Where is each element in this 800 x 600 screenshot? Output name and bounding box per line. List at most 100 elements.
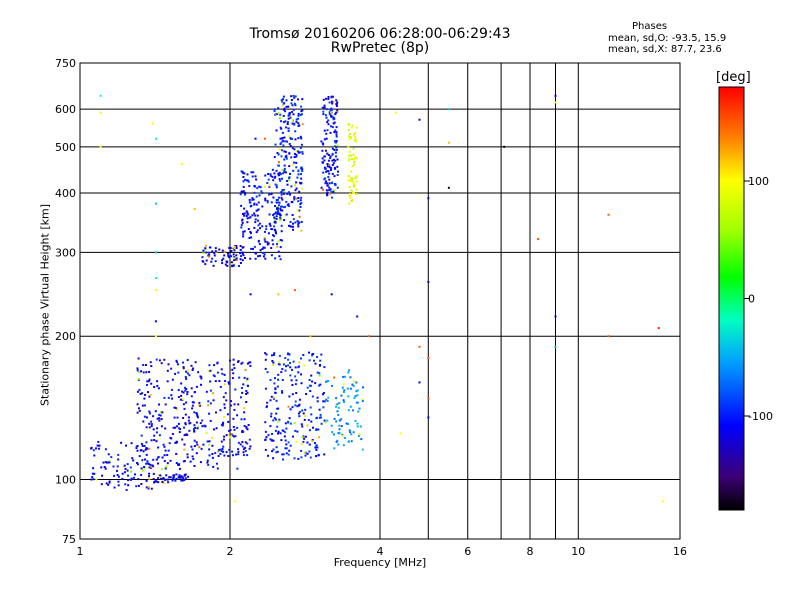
data-point	[180, 479, 183, 482]
data-point	[348, 195, 351, 198]
data-point	[105, 482, 108, 485]
data-point	[264, 352, 267, 355]
data-point	[296, 220, 299, 223]
data-point	[246, 221, 249, 224]
data-point	[231, 265, 234, 268]
data-point	[138, 409, 141, 412]
data-point	[207, 404, 210, 407]
data-point	[326, 184, 329, 187]
data-point	[301, 425, 304, 428]
data-point	[193, 428, 195, 430]
data-point	[290, 95, 293, 98]
data-point	[311, 380, 314, 383]
x-axis-label: Frequency [MHz]	[333, 556, 427, 569]
data-point	[164, 449, 167, 452]
data-point	[296, 405, 299, 408]
data-point	[148, 426, 151, 429]
data-point	[297, 371, 300, 374]
data-point	[201, 256, 204, 259]
data-point	[275, 201, 278, 204]
data-point	[266, 243, 269, 246]
data-point	[136, 411, 139, 414]
data-point	[154, 251, 157, 254]
data-point	[269, 399, 272, 402]
data-point	[208, 246, 211, 249]
data-point	[315, 429, 318, 431]
data-point	[237, 453, 240, 456]
data-point	[217, 449, 220, 451]
data-point	[264, 387, 267, 390]
data-point	[240, 362, 243, 365]
data-point	[334, 151, 337, 154]
data-point	[275, 218, 278, 220]
data-point	[164, 478, 167, 481]
data-point	[657, 327, 660, 330]
data-point	[272, 363, 275, 366]
data-point	[182, 366, 185, 369]
data-point	[264, 257, 267, 260]
data-point	[329, 192, 331, 195]
data-point	[183, 443, 186, 446]
data-point	[212, 264, 215, 267]
data-point	[208, 454, 211, 457]
data-point	[231, 377, 234, 380]
data-point	[347, 146, 350, 148]
data-point	[272, 448, 275, 451]
data-point	[326, 108, 329, 111]
data-point	[280, 205, 282, 208]
data-point	[315, 448, 318, 451]
data-point	[146, 447, 149, 450]
data-point	[225, 434, 228, 437]
data-point	[326, 191, 329, 194]
data-point	[287, 358, 290, 361]
data-point	[144, 448, 147, 451]
data-point	[274, 113, 277, 115]
data-point	[130, 442, 133, 445]
data-point	[276, 113, 279, 115]
data-point	[327, 380, 330, 382]
data-point	[294, 130, 297, 133]
data-point	[145, 426, 148, 429]
data-point	[333, 121, 336, 124]
data-point	[221, 262, 224, 265]
data-point	[394, 111, 397, 114]
data-point	[140, 473, 143, 476]
data-point	[269, 425, 272, 428]
data-point	[175, 453, 178, 455]
data-point	[248, 236, 251, 239]
data-point	[289, 366, 292, 369]
data-point	[333, 140, 336, 143]
data-point	[554, 101, 557, 104]
data-point	[324, 421, 327, 424]
data-point	[277, 174, 280, 177]
data-point	[130, 478, 132, 481]
data-point	[331, 126, 334, 129]
data-point	[274, 228, 277, 231]
data-point	[336, 144, 339, 147]
data-point	[239, 245, 242, 247]
data-point	[289, 408, 292, 411]
data-point	[281, 104, 284, 107]
data-point	[126, 463, 129, 466]
data-point	[327, 396, 330, 399]
data-point	[163, 454, 166, 457]
data-point	[352, 153, 355, 156]
data-point	[281, 137, 284, 140]
data-point	[228, 246, 231, 249]
data-point	[201, 425, 204, 428]
data-point	[333, 447, 336, 450]
data-point	[195, 385, 198, 388]
data-point	[266, 201, 269, 204]
data-point	[174, 441, 177, 444]
data-point	[347, 409, 350, 412]
data-point	[121, 477, 124, 480]
data-point	[255, 178, 258, 181]
data-point	[252, 198, 255, 201]
data-point	[279, 179, 282, 182]
data-point	[142, 364, 145, 366]
data-point	[154, 335, 157, 338]
data-point	[273, 176, 276, 179]
data-point	[325, 189, 328, 192]
data-point	[277, 373, 280, 376]
data-point	[117, 484, 120, 487]
